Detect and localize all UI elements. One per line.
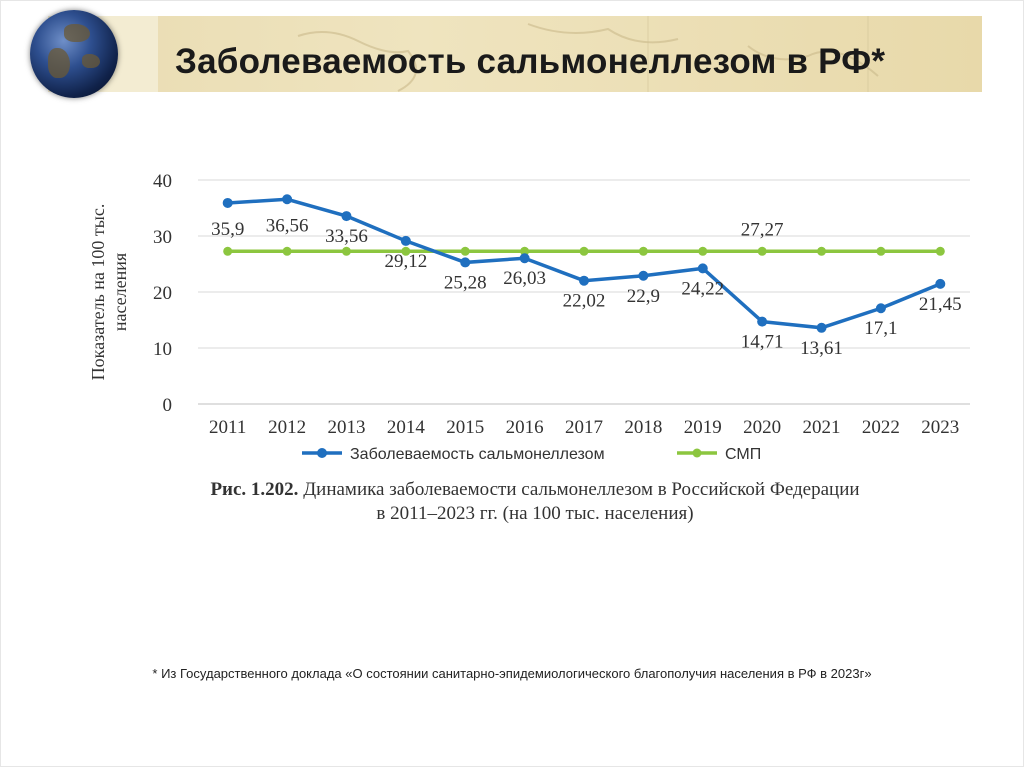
y-tick-label: 20 (153, 283, 172, 304)
smp-point-2021 (817, 246, 827, 256)
smp-point-2022 (876, 246, 886, 256)
incidence-data-label-2012: 36,56 (266, 215, 309, 236)
x-tick-label-2014: 2014 (387, 417, 426, 438)
x-tick-label-2012: 2012 (268, 417, 306, 438)
incidence-point-2018 (638, 270, 649, 281)
incidence-point-2019 (697, 263, 708, 274)
x-tick-label-2019: 2019 (684, 417, 722, 438)
incidence-data-label-2019: 24,22 (681, 278, 724, 299)
incidence-data-label-2011: 35,9 (211, 219, 244, 240)
smp-point-2014 (401, 246, 411, 256)
x-tick-label-2023: 2023 (921, 417, 959, 438)
source-footnote: * Из Государственного доклада «О состоян… (152, 666, 872, 681)
legend-smp-marker (692, 448, 702, 458)
y-tick-label: 30 (153, 227, 172, 248)
salmonellosis-line-chart: 0 10 20 30 40 Показатель на 100 тыс. населения… (88, 171, 970, 463)
x-tick-label-2021: 2021 (803, 417, 841, 438)
smp-point-2020 (757, 246, 767, 256)
incidence-data-label-2017: 22,02 (563, 291, 606, 312)
y-axis-title: Показатель на 100 тыс. населения (88, 204, 130, 381)
smp-point-2016 (520, 246, 530, 256)
smp-point-2023 (935, 246, 945, 256)
x-tick-label-2018: 2018 (624, 417, 662, 438)
x-tick-label-2020: 2020 (743, 417, 781, 438)
smp-point-2015 (460, 246, 470, 256)
smp-data-label: 27,27 (741, 219, 784, 240)
x-tick-label-2017: 2017 (565, 417, 603, 438)
caption-line-1: Динамика заболеваемости сальмонеллезом в… (298, 479, 860, 500)
incidence-point-2012 (282, 194, 293, 205)
x-tick-label-2011: 2011 (209, 417, 246, 438)
incidence-data-label-2018: 22,9 (627, 286, 660, 307)
legend-incidence-label: Заболеваемость сальмонеллезом (350, 446, 605, 463)
incidence-point-2011 (222, 197, 233, 208)
y-tick-label: 10 (153, 339, 172, 360)
x-tick-label-2013: 2013 (327, 417, 365, 438)
legend-smp-label: СМП (725, 446, 761, 463)
incidence-data-label-2015: 25,28 (444, 272, 487, 293)
x-tick-label-2015: 2015 (446, 417, 484, 438)
y-tick-label: 0 (163, 395, 173, 416)
smp-point-2013 (341, 246, 351, 256)
incidence-data-label-2022: 17,1 (864, 318, 897, 339)
incidence-point-2022 (875, 303, 886, 314)
incidence-point-2023 (935, 278, 946, 289)
caption-line-2: в 2011–2023 гг. (на 100 тыс. населения) (376, 503, 694, 524)
incidence-data-label-2021: 13,61 (800, 338, 843, 359)
incidence-point-2013 (341, 211, 352, 222)
y-axis-title-line: населения (110, 253, 130, 331)
smp-point-2019 (698, 246, 708, 256)
incidence-point-2017 (579, 275, 589, 286)
globe-icon (30, 10, 118, 98)
caption-prefix: Рис. 1.202. (210, 479, 299, 500)
incidence-point-2020 (757, 316, 768, 327)
incidence-data-label-2014: 29,12 (384, 251, 427, 272)
figure-caption: Рис. 1.202. Динамика заболеваемости саль… (145, 478, 925, 526)
x-tick-label-2022: 2022 (862, 417, 900, 438)
incidence-data-label-2023: 21,45 (919, 294, 962, 315)
smp-point-2018 (638, 246, 648, 256)
incidence-point-2014 (400, 235, 411, 246)
incidence-point-2016 (519, 253, 530, 264)
incidence-data-label-2020: 14,71 (741, 332, 784, 353)
incidence-data-label-2013: 33,56 (325, 226, 368, 247)
smp-point-2017 (579, 246, 589, 256)
incidence-point-2021 (816, 322, 827, 333)
x-tick-label-2016: 2016 (506, 417, 544, 438)
header-map-background (297, 16, 879, 92)
smp-point-2011 (223, 246, 233, 256)
incidence-point-2015 (460, 257, 471, 268)
legend-incidence-marker (317, 448, 327, 458)
y-axis-title-line: Показатель на 100 тыс. (88, 204, 108, 381)
incidence-data-label-2016: 26,03 (503, 268, 546, 289)
y-tick-label: 40 (153, 171, 172, 192)
slide-title: Заболеваемость сальмонеллезом в РФ* (175, 42, 886, 81)
smp-point-2012 (282, 246, 292, 256)
